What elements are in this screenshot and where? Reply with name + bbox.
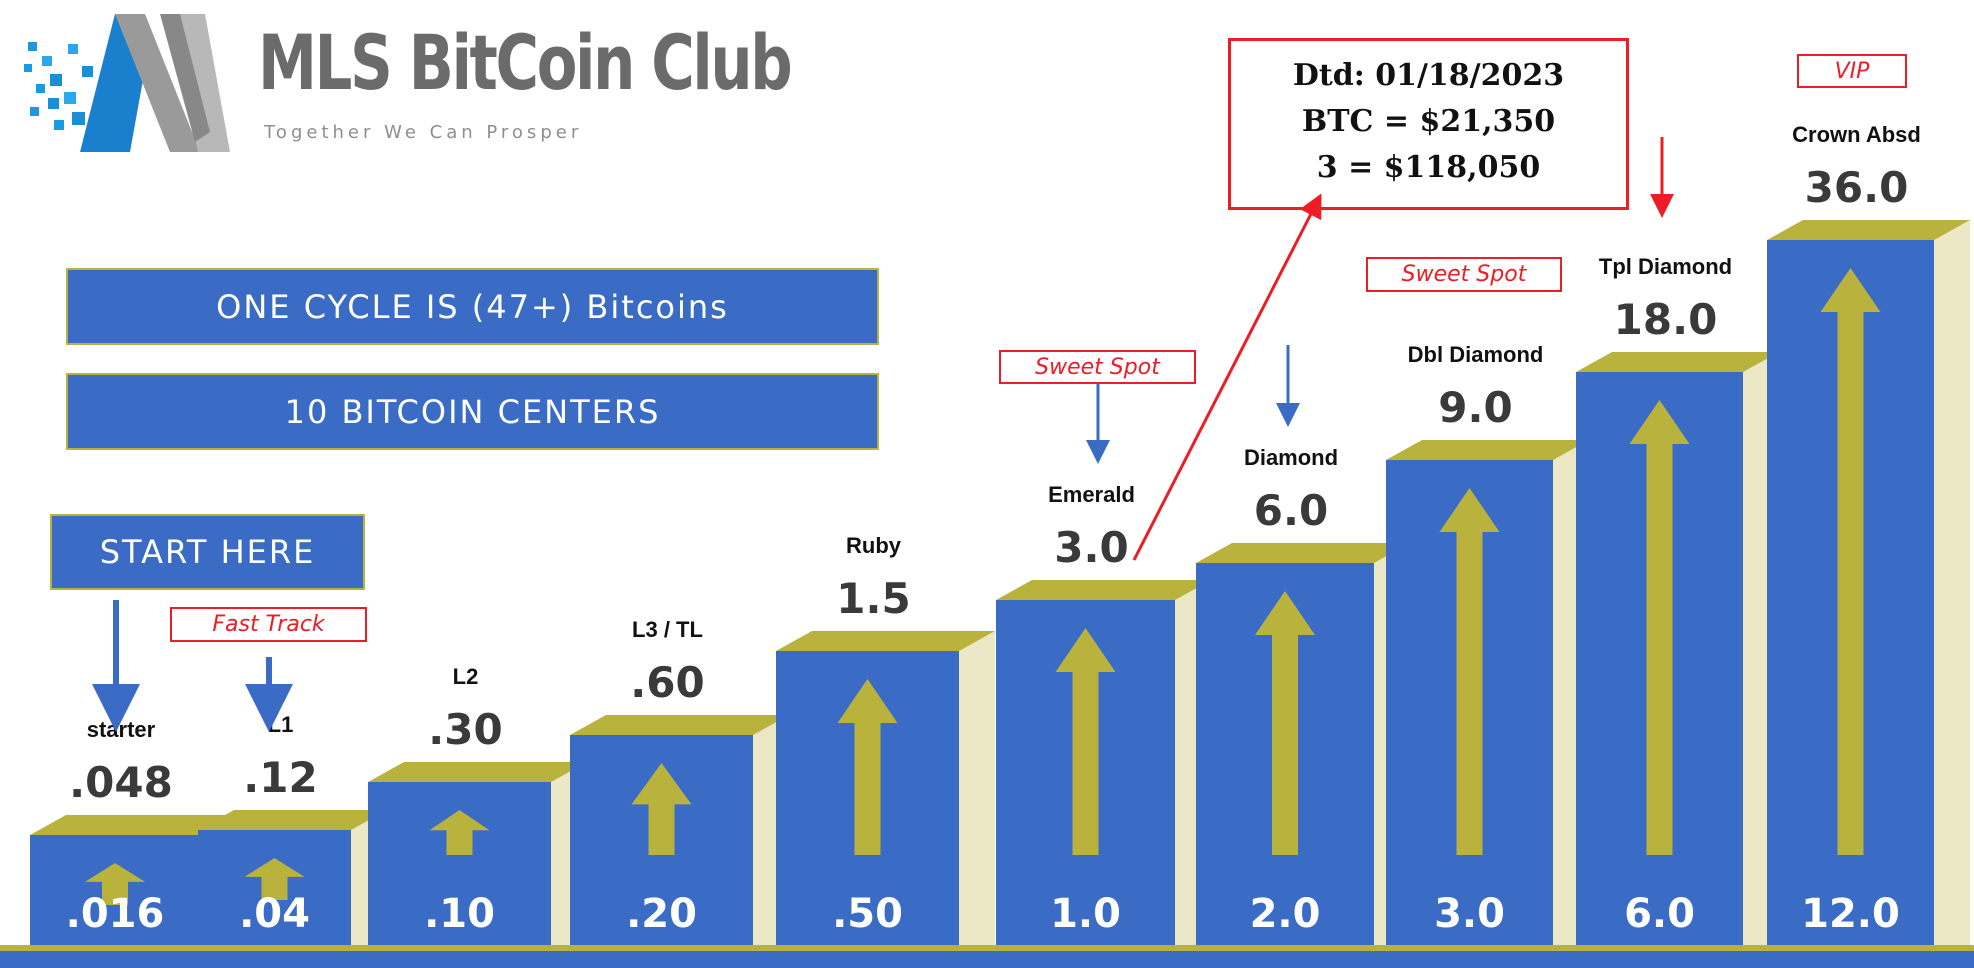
total-value: 18.0 <box>1614 295 1718 344</box>
bar-top <box>1576 352 1779 372</box>
total-value: .30 <box>428 705 502 754</box>
entry-value: .04 <box>239 891 310 937</box>
level-ruby: .50 1.5 Ruby <box>776 533 995 945</box>
level-name: Diamond <box>1244 445 1338 470</box>
bar-side <box>959 631 995 945</box>
start-here-button[interactable]: START HERE <box>50 514 365 590</box>
up-arrow-icon <box>631 763 692 855</box>
level-name: Ruby <box>846 533 902 558</box>
bar-top <box>368 762 587 782</box>
base-line-gold <box>0 945 1974 951</box>
level-l1: .04 .12 L1 <box>198 712 387 945</box>
up-arrow-icon <box>1055 628 1116 855</box>
price-three: 3 = $118,050 <box>1316 150 1541 185</box>
level-dbl-diamond: 3.0 9.0 Dbl Diamond <box>1386 342 1589 945</box>
btc-price-box: Dtd: 01/18/2023 BTC = $21,350 3 = $118,0… <box>1228 38 1629 210</box>
level-name: Dbl Diamond <box>1408 342 1544 367</box>
entry-value: .016 <box>66 891 165 937</box>
total-value: .60 <box>630 658 704 707</box>
total-value: 6.0 <box>1254 486 1328 535</box>
total-value: 9.0 <box>1438 383 1512 432</box>
level-name: Crown Absd <box>1792 122 1921 147</box>
level-l2: .10 .30 L2 <box>368 664 587 945</box>
brand-title: MLS BitCoin Club <box>258 18 793 107</box>
bar-side <box>1934 220 1970 945</box>
level-tpl-diamond: 6.0 18.0 Tpl Diamond <box>1576 254 1779 945</box>
level-emerald: 1.0 3.0 Emerald <box>996 482 1211 945</box>
up-arrow-icon <box>837 679 898 855</box>
bar-top <box>1767 220 1970 240</box>
up-arrow-icon <box>1629 400 1690 855</box>
up-arrow-icon <box>429 810 490 855</box>
total-value: 1.5 <box>836 574 910 623</box>
total-value: 36.0 <box>1805 163 1909 212</box>
level-l3-tl: .20 .60 L3 / TL <box>570 617 789 945</box>
up-arrow-icon <box>1820 268 1881 855</box>
bar-top <box>30 815 236 835</box>
logo-icon <box>24 14 230 152</box>
entry-value: 1.0 <box>1050 891 1121 937</box>
vip-tag: VIP <box>1797 54 1907 88</box>
price-date: Dtd: 01/18/2023 <box>1292 58 1565 93</box>
price-btc: BTC = $21,350 <box>1301 104 1556 139</box>
bar-top <box>570 715 789 735</box>
entry-value: 3.0 <box>1434 891 1505 937</box>
level-name: Emerald <box>1048 482 1135 507</box>
total-value: .12 <box>243 753 317 802</box>
bar-top <box>198 810 387 830</box>
up-arrow-icon <box>1439 488 1500 855</box>
sweet-spot-tag-dbl-diamond: Sweet Spot <box>1366 257 1562 292</box>
level-name: L1 <box>268 712 294 737</box>
level-name: Tpl Diamond <box>1599 254 1732 279</box>
entry-value: 2.0 <box>1250 891 1321 937</box>
bar-front <box>368 782 551 945</box>
cycle-banner: ONE CYCLE IS (47+) Bitcoins <box>66 268 879 345</box>
up-arrow-icon <box>244 858 305 900</box>
price-pointer-arrow <box>1132 193 1322 561</box>
brand-tagline: Together We Can Prosper <box>264 122 583 143</box>
total-value: .048 <box>69 758 173 807</box>
entry-value: .20 <box>626 891 697 937</box>
level-crown-absd: 12.0 36.0 Crown Absd <box>1767 122 1970 945</box>
level-name: L3 / TL <box>632 617 703 642</box>
entry-value: 12.0 <box>1801 891 1900 937</box>
up-arrow-icon <box>1255 591 1315 855</box>
total-value: 3.0 <box>1054 523 1128 572</box>
bar-top <box>776 631 995 651</box>
level-name: starter <box>87 717 156 742</box>
bar-top <box>996 580 1211 600</box>
bar-top <box>1196 543 1410 563</box>
fast-track-tag: Fast Track <box>170 607 367 642</box>
entry-value: 6.0 <box>1624 891 1695 937</box>
up-arrow-icon <box>85 863 145 905</box>
sweet-spot-tag-emerald: Sweet Spot <box>999 350 1196 384</box>
level-diamond: 2.0 6.0 Diamond <box>1196 445 1410 945</box>
centers-banner: 10 BITCOIN CENTERS <box>66 373 879 450</box>
bar-top <box>1386 440 1589 460</box>
level-name: L2 <box>453 664 479 689</box>
base-strip-blue <box>0 951 1974 968</box>
entry-value: .50 <box>832 891 903 937</box>
entry-value: .10 <box>424 891 495 937</box>
